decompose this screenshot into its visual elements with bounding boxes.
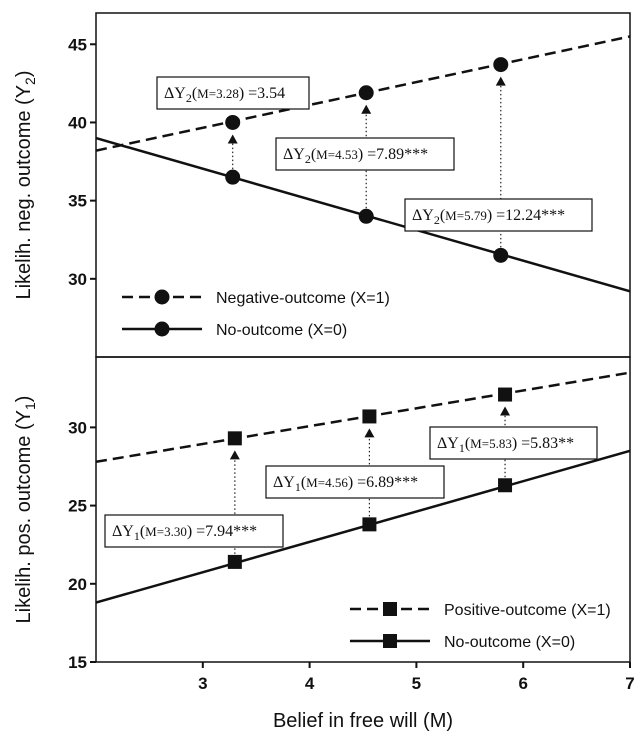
x-tick-label: 6 xyxy=(518,674,527,693)
bottom-delta-label: ΔY1(M=5.83) =5.83** xyxy=(437,435,574,455)
bottom-y-tick-label: 15 xyxy=(68,653,87,672)
x-axis-label: Belief in free will (M) xyxy=(273,710,453,732)
top-delta-label-box xyxy=(275,137,455,171)
bottom-legend-label: Positive-outcome (X=1) xyxy=(444,602,611,619)
top-data-point xyxy=(225,169,241,185)
bottom-series-line-treatment xyxy=(96,371,630,464)
top-delta-arrow xyxy=(495,76,506,86)
bottom-delta-label-box xyxy=(104,514,284,548)
top-data-point xyxy=(358,208,374,224)
top-data-point xyxy=(358,85,374,101)
bottom-data-point xyxy=(498,478,513,493)
bottom-data-point xyxy=(227,554,242,569)
bottom-delta-label: ΔY1(M=4.56) =6.89*** xyxy=(273,474,418,494)
top-y-axis-label: Likelih. neg. outcome (Y2) xyxy=(13,70,38,299)
bottom-data-point xyxy=(362,517,377,532)
x-tick-label: 4 xyxy=(305,674,315,693)
bottom-plot-frame xyxy=(95,356,631,663)
top-y-tick-label: 45 xyxy=(68,35,87,54)
bottom-legend-label: No-outcome (X=0) xyxy=(444,634,575,651)
top-y-tick-label: 40 xyxy=(68,113,87,132)
top-legend: Negative-outcome (X=1) No-outcome (X=0) xyxy=(122,289,390,339)
top-delta-label: ΔY2(M=4.53) =7.89*** xyxy=(283,146,428,166)
bottom-data-point xyxy=(498,387,513,402)
bottom-y-axis-label: Likelih. pos. outcome (Y1) xyxy=(13,396,38,624)
top-delta-label-box xyxy=(156,76,310,110)
top-data-point xyxy=(493,57,509,73)
top-delta-arrow xyxy=(361,104,372,114)
bottom-delta-label-box xyxy=(429,426,598,460)
x-tick-label: 7 xyxy=(625,674,634,693)
x-tick-label: 3 xyxy=(198,674,207,693)
bottom-y-tick-label: 30 xyxy=(68,418,87,437)
bottom-legend-marker xyxy=(383,602,397,616)
bottom-delta-arrow xyxy=(500,406,511,416)
top-legend-marker xyxy=(154,321,170,337)
bottom-data-point xyxy=(227,431,242,446)
top-y-tick-label: 30 xyxy=(68,270,87,289)
top-y-tick-label: 35 xyxy=(68,192,87,211)
x-tick-label: 5 xyxy=(412,674,421,693)
top-delta-label-box xyxy=(404,198,593,232)
bottom-legend: Positive-outcome (X=1) No-outcome (X=0) xyxy=(350,602,611,651)
top-data-point xyxy=(493,247,509,263)
top-data-point xyxy=(225,114,241,130)
bottom-delta-arrow xyxy=(364,428,375,438)
bottom-delta-arrow xyxy=(229,450,240,460)
top-legend-label: Negative-outcome (X=1) xyxy=(216,290,390,307)
bottom-delta-label-box xyxy=(265,465,445,499)
bottom-legend-marker xyxy=(383,634,397,648)
bottom-panel: 15 20 25 30 3 4 5 6 7 Likelih. pos. outcome (Y1) Δ… xyxy=(13,356,635,693)
top-delta-label: ΔY2(M=5.79) =12.24*** xyxy=(412,207,565,227)
top-delta-label: ΔY2(M=3.28) =3.54 xyxy=(164,85,285,105)
top-panel: 30 35 40 45 Likelih. neg. outcome (Y2) ΔY2(M=… xyxy=(13,12,631,358)
top-delta-arrow xyxy=(227,134,238,144)
bottom-y-tick-label: 20 xyxy=(68,575,87,594)
bottom-y-tick-label: 25 xyxy=(68,497,87,516)
top-legend-marker xyxy=(154,289,170,305)
bottom-data-point xyxy=(362,409,377,424)
bottom-delta-label: ΔY1(M=3.30) =7.94*** xyxy=(112,523,257,543)
top-legend-label: No-outcome (X=0) xyxy=(216,322,347,339)
